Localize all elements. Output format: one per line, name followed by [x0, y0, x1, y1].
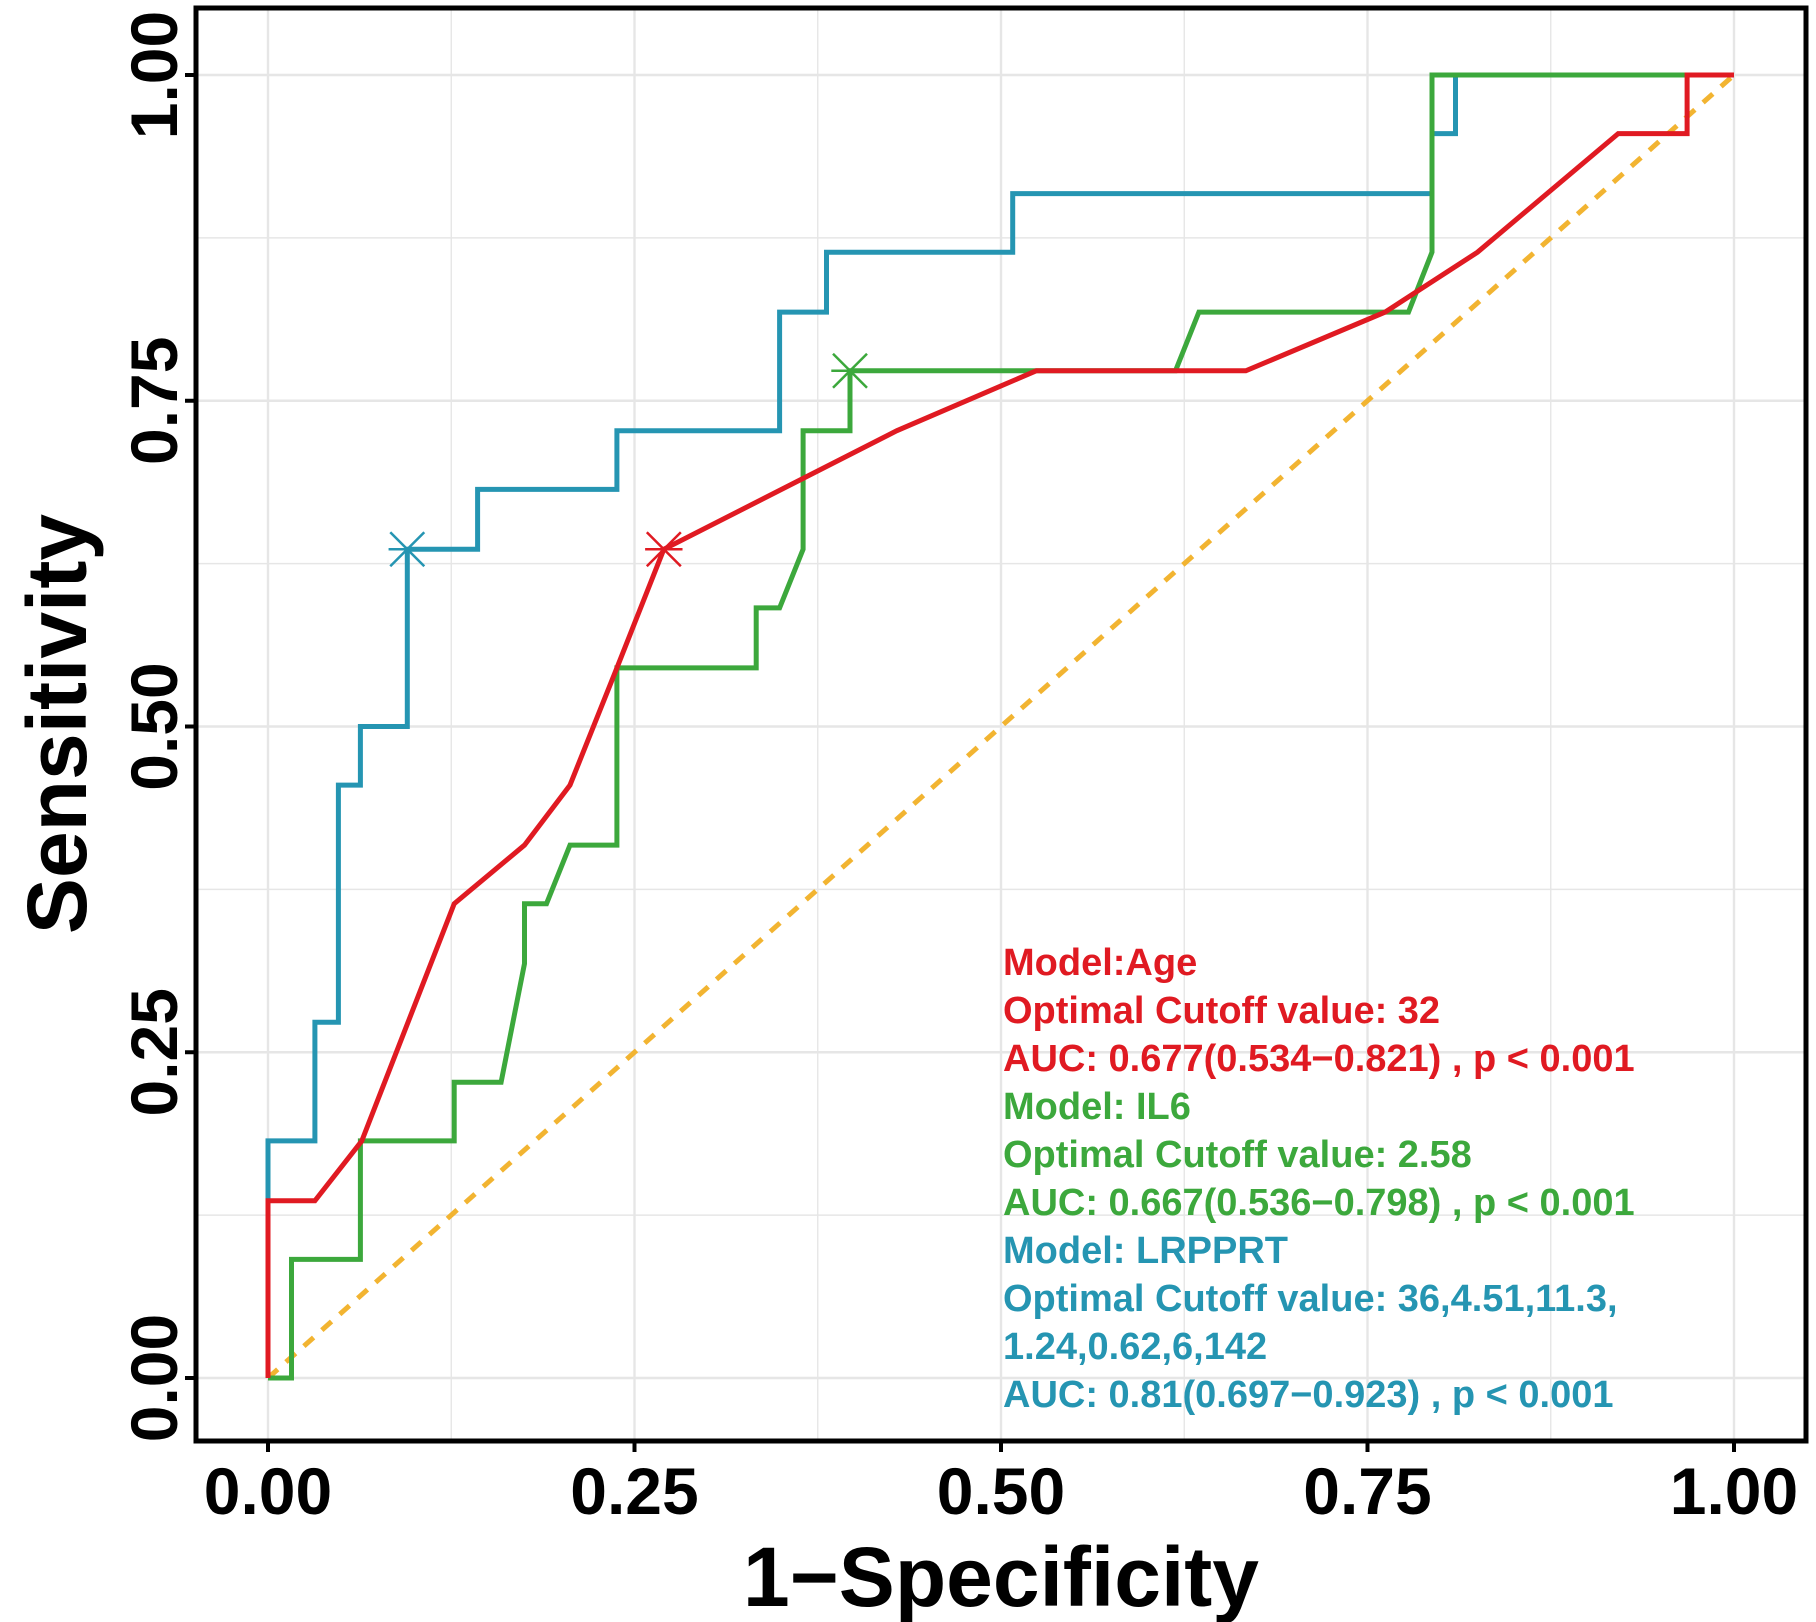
annotation-line: AUC: 0.81(0.697−0.923) , p < 0.001 — [1003, 1374, 1613, 1416]
y-tick-label: 1.00 — [117, 11, 191, 139]
y-axis-ticks: 0.00 0.25 0.50 0.75 1.00 — [117, 11, 196, 1442]
reference-line-group — [266, 73, 1736, 1380]
annotation-line: Model: IL6 — [1003, 1086, 1191, 1128]
y-tick-label: 0.00 — [117, 1314, 191, 1442]
x-tick-label: 0.75 — [1303, 1454, 1431, 1528]
optimal-point-il6 — [831, 352, 869, 389]
annotation-line: Optimal Cutoff value: 32 — [1003, 990, 1440, 1032]
annotation-line: 1.24,0.62,6,142 — [1003, 1326, 1267, 1368]
series-group — [265, 72, 1734, 1381]
annotation-line: Optimal Cutoff value: 2.58 — [1003, 1134, 1472, 1176]
x-axis-ticks: 0.00 0.25 0.50 0.75 1.00 — [204, 1441, 1798, 1528]
legend-annotations: Model:Age Optimal Cutoff value: 32 AUC: 0… — [1003, 942, 1635, 1416]
x-tick-label: 0.25 — [570, 1454, 698, 1528]
grid — [198, 10, 1804, 1439]
annotation-line: Model:Age — [1003, 942, 1197, 984]
optimal-point-lrpprt — [388, 531, 426, 568]
reference-line — [266, 73, 1736, 1380]
annotation-line: AUC: 0.677(0.534−0.821) , p < 0.001 — [1003, 1038, 1635, 1080]
annotation-line: AUC: 0.667(0.536−0.798) , p < 0.001 — [1003, 1182, 1635, 1224]
optimal-point-markers — [388, 352, 869, 568]
y-tick-label: 0.75 — [117, 337, 191, 465]
y-tick-label: 0.50 — [117, 662, 191, 790]
annotation-line: Optimal Cutoff value: 36,4.51,11.3, — [1003, 1278, 1618, 1320]
optimal-point-age — [645, 531, 683, 568]
y-tick-label: 0.25 — [117, 988, 191, 1116]
roc-line-age — [265, 72, 1734, 1378]
x-tick-label: 1.00 — [1670, 1454, 1798, 1528]
annotation-line: Model: LRPPRT — [1003, 1230, 1288, 1272]
x-tick-label: 0.50 — [937, 1454, 1065, 1528]
x-axis-title: 1−Specificity — [743, 1530, 1259, 1622]
x-tick-label: 0.00 — [204, 1454, 332, 1528]
y-axis-title: Sensitivity — [10, 514, 104, 934]
